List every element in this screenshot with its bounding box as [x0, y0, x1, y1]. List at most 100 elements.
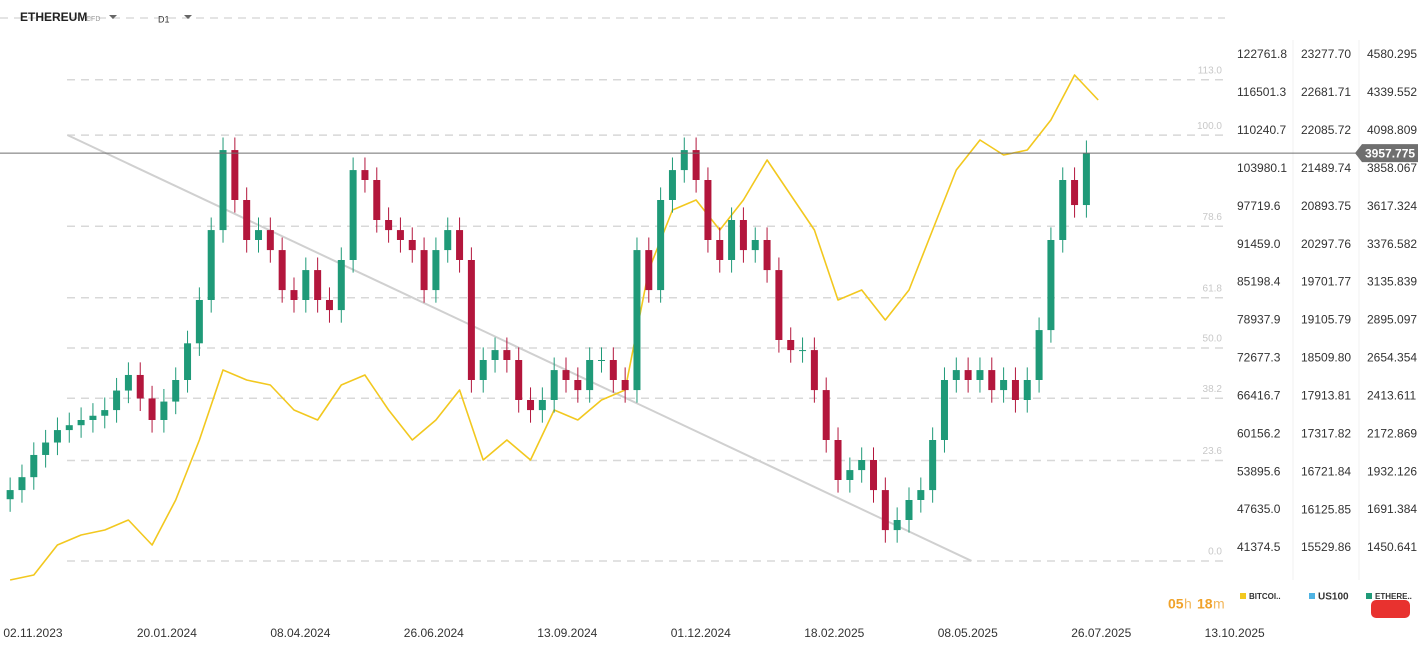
us100-tick-label: 16125.85 [1301, 502, 1351, 516]
candle-body [586, 360, 594, 391]
close-button[interactable] [1371, 600, 1410, 618]
us100-tick-label: 20297.76 [1301, 237, 1351, 251]
candle-body [905, 500, 913, 520]
candle-body [751, 240, 759, 251]
candle-body [302, 270, 310, 300]
candle-body [834, 440, 842, 480]
legend-swatch [1309, 593, 1315, 599]
candle-body [1023, 380, 1031, 400]
candle-body [739, 220, 747, 251]
candle-body [361, 170, 369, 180]
eth-tick-label: 3376.582 [1367, 237, 1417, 251]
candle-body [929, 440, 937, 491]
legend-entry[interactable]: BITCOI.. [1249, 592, 1281, 601]
us100-tick-label: 23277.70 [1301, 47, 1351, 61]
x-tick-label: 26.06.2024 [404, 626, 464, 640]
candle-body [467, 260, 475, 380]
instrument-type: CFD [86, 16, 100, 23]
timeframe-dropdown[interactable] [184, 15, 192, 19]
candle-body [562, 370, 570, 380]
fib-label: 50.0 [1203, 334, 1223, 345]
candle-body [704, 180, 712, 240]
candle-body [621, 380, 629, 391]
candle-body [964, 370, 972, 380]
candle-body [184, 343, 192, 380]
countdown-hours: 05 [1168, 596, 1184, 612]
btc-tick-label: 41374.5 [1237, 540, 1281, 554]
fib-label: 113.0 [1198, 65, 1223, 76]
candle-body [952, 370, 960, 380]
candle-body [207, 230, 215, 300]
last-price-label: 3957.775 [1365, 146, 1415, 160]
candle-body [18, 477, 26, 491]
candle-body [538, 400, 546, 411]
candle-body [101, 410, 109, 416]
us100-tick-label: 22681.71 [1301, 85, 1351, 99]
us100-tick-label: 22085.72 [1301, 123, 1351, 137]
countdown-hours-unit: h [1184, 596, 1192, 612]
fib-label: 0.0 [1208, 547, 1222, 558]
candle-body [113, 390, 121, 411]
legend-entry[interactable]: US100 [1318, 592, 1349, 603]
candle-body [65, 425, 73, 431]
btc-tick-label: 53895.6 [1237, 464, 1281, 478]
candle-body [1047, 240, 1055, 331]
candle-body [337, 260, 345, 311]
candle-body [396, 230, 404, 240]
candle-body [870, 460, 878, 491]
eth-tick-label: 4098.809 [1367, 123, 1417, 137]
us100-tick-label: 19105.79 [1301, 313, 1351, 327]
btc-tick-label: 85198.4 [1237, 275, 1281, 289]
candle-body [1082, 153, 1090, 206]
eth-tick-label: 3135.839 [1367, 275, 1417, 289]
candle-body [775, 270, 783, 340]
candle-body [645, 250, 653, 291]
countdown-minutes: 18 [1197, 596, 1213, 612]
timeframe[interactable]: D1 [158, 14, 170, 24]
candle-body [822, 390, 830, 440]
eth-tick-label: 2172.869 [1367, 426, 1417, 440]
candle-body [799, 350, 807, 352]
trend-line [67, 134, 972, 562]
countdown-minutes-unit: m [1213, 596, 1225, 612]
candle-body [30, 454, 38, 478]
candle-body [172, 380, 180, 402]
x-tick-label: 20.01.2024 [137, 626, 197, 640]
symbol[interactable]: ETHEREUM [20, 10, 87, 24]
eth-tick-label: 1691.384 [1367, 502, 1417, 516]
btc-tick-label: 47635.0 [1237, 502, 1281, 516]
candle-body [1011, 380, 1019, 400]
candle-body [787, 340, 795, 351]
candle-body [432, 250, 440, 291]
candle-body [290, 290, 298, 300]
candle-body [349, 170, 357, 260]
fib-label: 61.8 [1203, 283, 1223, 294]
candle-body [219, 150, 227, 231]
candle-body [136, 374, 144, 399]
candle-body [491, 350, 499, 360]
legend-swatch [1366, 593, 1372, 599]
x-tick-label: 13.10.2025 [1205, 626, 1265, 640]
eth-tick-label: 1932.126 [1367, 464, 1417, 478]
candle-body [728, 220, 736, 260]
candle-body [314, 270, 322, 300]
us100-tick-label: 18509.80 [1301, 351, 1351, 365]
eth-tick-label: 4580.295 [1367, 47, 1417, 61]
last-price-tag [1355, 144, 1418, 163]
candle-body [940, 380, 948, 440]
eth-tick-label: 2654.354 [1367, 351, 1417, 365]
eth-tick-label: 3617.324 [1367, 199, 1417, 213]
eth-tick-label: 2895.097 [1367, 313, 1417, 327]
legend-entry[interactable]: ETHERE.. [1375, 592, 1412, 601]
btc-tick-label: 72677.3 [1237, 351, 1281, 365]
btc-tick-label: 110240.7 [1237, 123, 1286, 137]
x-tick-label: 26.07.2025 [1071, 626, 1131, 640]
candle-body [515, 360, 523, 400]
candle-body [266, 230, 274, 251]
candle-body [810, 350, 818, 391]
symbol-dropdown[interactable] [109, 15, 117, 19]
candle-body [6, 490, 14, 500]
candle-body [527, 400, 535, 411]
candle-body [420, 250, 428, 291]
